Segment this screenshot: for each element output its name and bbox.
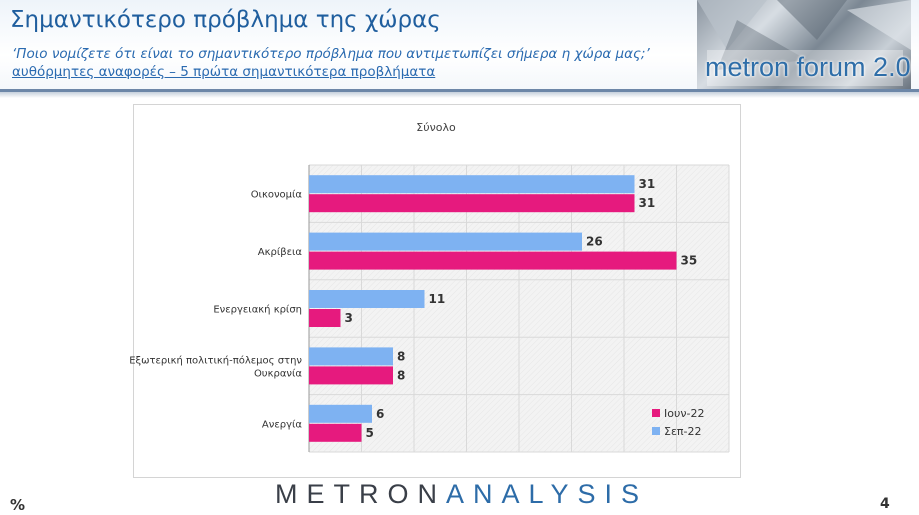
category-label: Ουκρανία [254, 367, 302, 379]
brand-part2: ANALYSIS [446, 479, 649, 509]
data-label: 35 [681, 254, 698, 268]
data-label: 11 [429, 292, 446, 306]
logo-background-shapes [697, 0, 911, 86]
bar [309, 423, 362, 442]
brand-part1: METRON [275, 479, 446, 509]
bar [309, 175, 635, 194]
chart-title: Σύνολο [416, 121, 456, 134]
bar [309, 347, 393, 366]
category-label: Εξωτερική πολιτική-πόλεμος στην [129, 354, 302, 366]
category-label: Οικονομία [251, 189, 303, 201]
legend-swatch [652, 409, 660, 417]
data-label: 31 [639, 177, 656, 191]
legend-label: Ιουν-22 [664, 407, 704, 420]
page-title: Σημαντικότερο πρόβλημα της χώρας [10, 7, 441, 33]
category-label: Ακρίβεια [258, 246, 303, 258]
data-label: 8 [397, 368, 405, 382]
data-label: 31 [639, 196, 656, 210]
metron-forum-logo: metron forum 2.0 [697, 0, 911, 89]
category-label: Ενεργειακή κρίση [213, 304, 302, 316]
bar [309, 366, 393, 385]
bar [309, 290, 425, 308]
bar [309, 194, 635, 213]
percent-symbol: % [10, 496, 26, 514]
legend-label: Σεπ-22 [664, 425, 702, 438]
bar [309, 251, 677, 270]
data-label: 8 [397, 349, 405, 363]
metron-analysis-logo: METRONANALYSIS [275, 479, 648, 510]
data-label: 3 [345, 311, 353, 325]
question-note: αυθόρμητες αναφορές – 5 πρώτα σημαντικότ… [12, 64, 436, 80]
header-shadow [0, 92, 919, 98]
bar [309, 309, 341, 327]
header-divider [0, 89, 919, 92]
logo-text: metron forum 2.0 [705, 52, 911, 82]
page-number: 4 [880, 496, 890, 512]
legend-swatch [652, 427, 660, 435]
category-label: Ανεργία [262, 418, 302, 430]
bar [309, 232, 582, 251]
data-label: 26 [586, 235, 603, 249]
data-label: 5 [366, 426, 374, 440]
question-text: ‘Ποιο νομίζετε ότι είναι το σημαντικότερ… [12, 46, 650, 62]
bar [309, 404, 372, 423]
data-label: 6 [376, 407, 384, 421]
